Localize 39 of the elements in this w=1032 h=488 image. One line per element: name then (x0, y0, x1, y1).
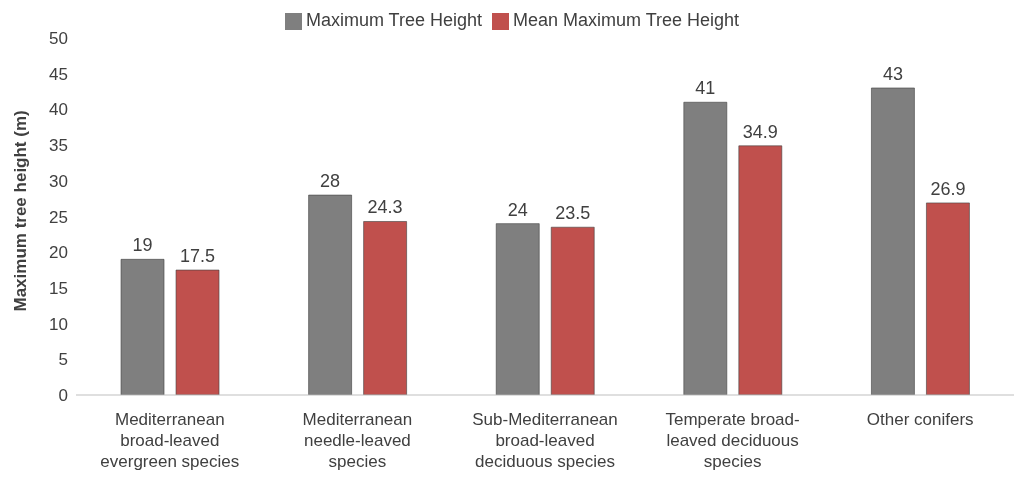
y-tick-label: 45 (49, 64, 68, 84)
y-tick-label: 30 (49, 171, 68, 191)
x-tick-label: Sub-Mediterranean broad-leaved deciduous species (472, 410, 618, 471)
y-tick-label: 35 (49, 136, 68, 156)
bar (738, 145, 783, 395)
x-tick-label: Temperate broad-leaved deciduous species (665, 410, 800, 471)
y-tick-label: 0 (58, 386, 68, 406)
data-label: 19 (132, 235, 153, 256)
bar (495, 223, 540, 395)
bar (550, 226, 595, 395)
bar (683, 101, 728, 395)
data-label: 26.9 (930, 178, 966, 199)
data-label: 34.9 (742, 121, 778, 142)
y-tick-label: 15 (49, 278, 68, 298)
data-label: 43 (882, 63, 903, 84)
y-tick-label: 20 (49, 243, 68, 263)
data-label: 28 (320, 171, 341, 192)
data-label: 23.5 (555, 203, 591, 224)
x-tick-label: Mediterranean broad-leaved evergreen species (100, 410, 240, 471)
y-axis-title: Maximum tree height (m) (11, 110, 31, 312)
y-tick-label: 40 (49, 100, 68, 120)
bar (308, 194, 352, 395)
bar (175, 269, 220, 395)
data-label: 24 (507, 199, 528, 220)
y-tick-label: 5 (58, 350, 68, 370)
data-label: 24.3 (367, 197, 403, 218)
bar (363, 221, 407, 395)
bar (871, 87, 915, 395)
data-label: 17.5 (180, 246, 216, 267)
data-label: 41 (695, 78, 716, 99)
x-tick-label: Other conifers (866, 410, 974, 429)
bar (120, 259, 165, 395)
bar (926, 202, 970, 395)
legend-label: Mean Maximum Tree Height (512, 10, 740, 30)
y-tick-label: 10 (49, 314, 68, 334)
x-tick-label: Mediterranean needle-leaved species (302, 410, 413, 471)
y-tick-label: 50 (49, 29, 68, 49)
legend-label: Maximum Tree Height (305, 10, 482, 30)
y-tick-label: 25 (49, 207, 68, 227)
